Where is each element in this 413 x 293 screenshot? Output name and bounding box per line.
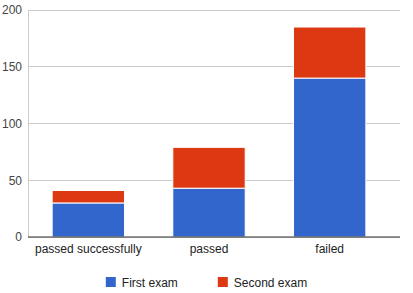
x-tick-label: passed bbox=[190, 242, 229, 256]
grid bbox=[28, 10, 400, 237]
y-tick: 0 bbox=[15, 230, 28, 244]
grid-line bbox=[28, 237, 400, 238]
x-axis: passed successfully passed failed bbox=[28, 237, 400, 256]
y-tick-label: 100 bbox=[2, 117, 22, 131]
y-tick-label: 0 bbox=[15, 230, 22, 244]
y-tick-label: 50 bbox=[9, 174, 23, 188]
legend-item: Second exam bbox=[218, 276, 307, 290]
y-axis: 0 50 100 150 200 bbox=[2, 3, 29, 244]
y-tick: 150 bbox=[2, 60, 28, 74]
x-tick-label: failed bbox=[315, 242, 344, 256]
legend-swatch bbox=[218, 277, 228, 287]
grid-line bbox=[28, 10, 400, 11]
x-axis-line bbox=[28, 237, 400, 238]
x-tick: passed bbox=[190, 237, 229, 256]
series-bars bbox=[52, 27, 366, 203]
x-tick: passed successfully bbox=[35, 237, 142, 256]
legend-label: First exam bbox=[122, 276, 178, 290]
bar bbox=[52, 203, 124, 237]
y-tick: 200 bbox=[2, 3, 28, 17]
y-tick-label: 200 bbox=[2, 3, 22, 17]
legend-swatch bbox=[106, 277, 116, 287]
bar bbox=[173, 147, 245, 188]
y-tick: 50 bbox=[9, 174, 28, 188]
y-tick-label: 150 bbox=[2, 60, 22, 74]
chart: 0 50 100 150 200 passed successfully passed fai… bbox=[0, 0, 413, 293]
bar bbox=[52, 190, 124, 202]
bar bbox=[173, 188, 245, 237]
y-axis-line bbox=[28, 11, 29, 238]
legend-label: Second exam bbox=[234, 276, 307, 290]
series-bars bbox=[52, 78, 366, 237]
x-tick: failed bbox=[315, 237, 344, 256]
legend: First exam Second exam bbox=[106, 276, 307, 290]
bar bbox=[293, 78, 365, 237]
x-tick-label: passed successfully bbox=[35, 242, 142, 256]
y-tick: 100 bbox=[2, 117, 28, 131]
bars bbox=[52, 27, 366, 237]
legend-item: First exam bbox=[106, 276, 178, 290]
bar bbox=[293, 27, 365, 78]
